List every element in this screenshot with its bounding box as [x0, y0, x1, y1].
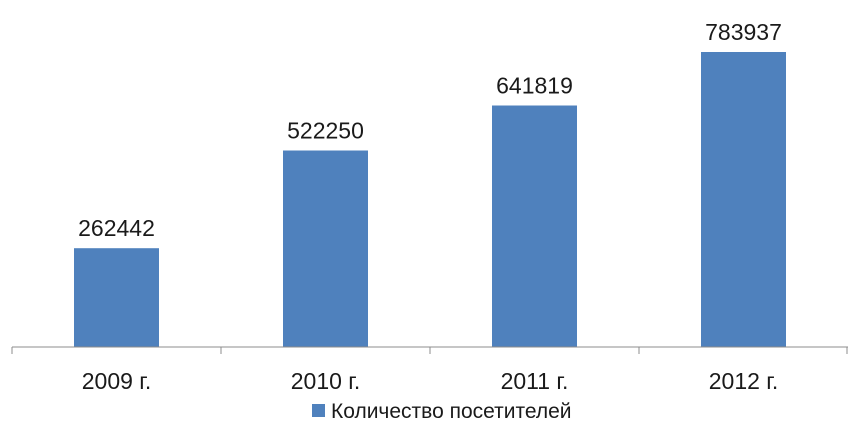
x-tick-label-3: 2012 г.: [709, 368, 779, 394]
data-label-3: 783937: [705, 19, 782, 45]
data-labels-layer: 262442 522250 641819 783937: [78, 19, 782, 241]
bar-1: [283, 150, 368, 347]
data-label-2: 641819: [496, 73, 573, 99]
bar-0: [74, 248, 159, 347]
data-label-1: 522250: [287, 118, 364, 144]
x-tick-label-2: 2011 г.: [501, 368, 569, 394]
legend: Количество посетителей: [312, 400, 572, 423]
x-tick-label-1: 2010 г.: [291, 368, 361, 394]
legend-swatch: [312, 404, 325, 417]
legend-label: Количество посетителей: [331, 400, 572, 423]
bar-3: [701, 52, 786, 347]
x-axis-ticks: 2009 г. 2010 г. 2011 г. 2012 г.: [11, 347, 848, 394]
bar-2: [492, 105, 577, 347]
bars-layer: [74, 52, 786, 347]
data-label-0: 262442: [78, 215, 155, 241]
x-tick-label-0: 2009 г.: [82, 368, 152, 394]
